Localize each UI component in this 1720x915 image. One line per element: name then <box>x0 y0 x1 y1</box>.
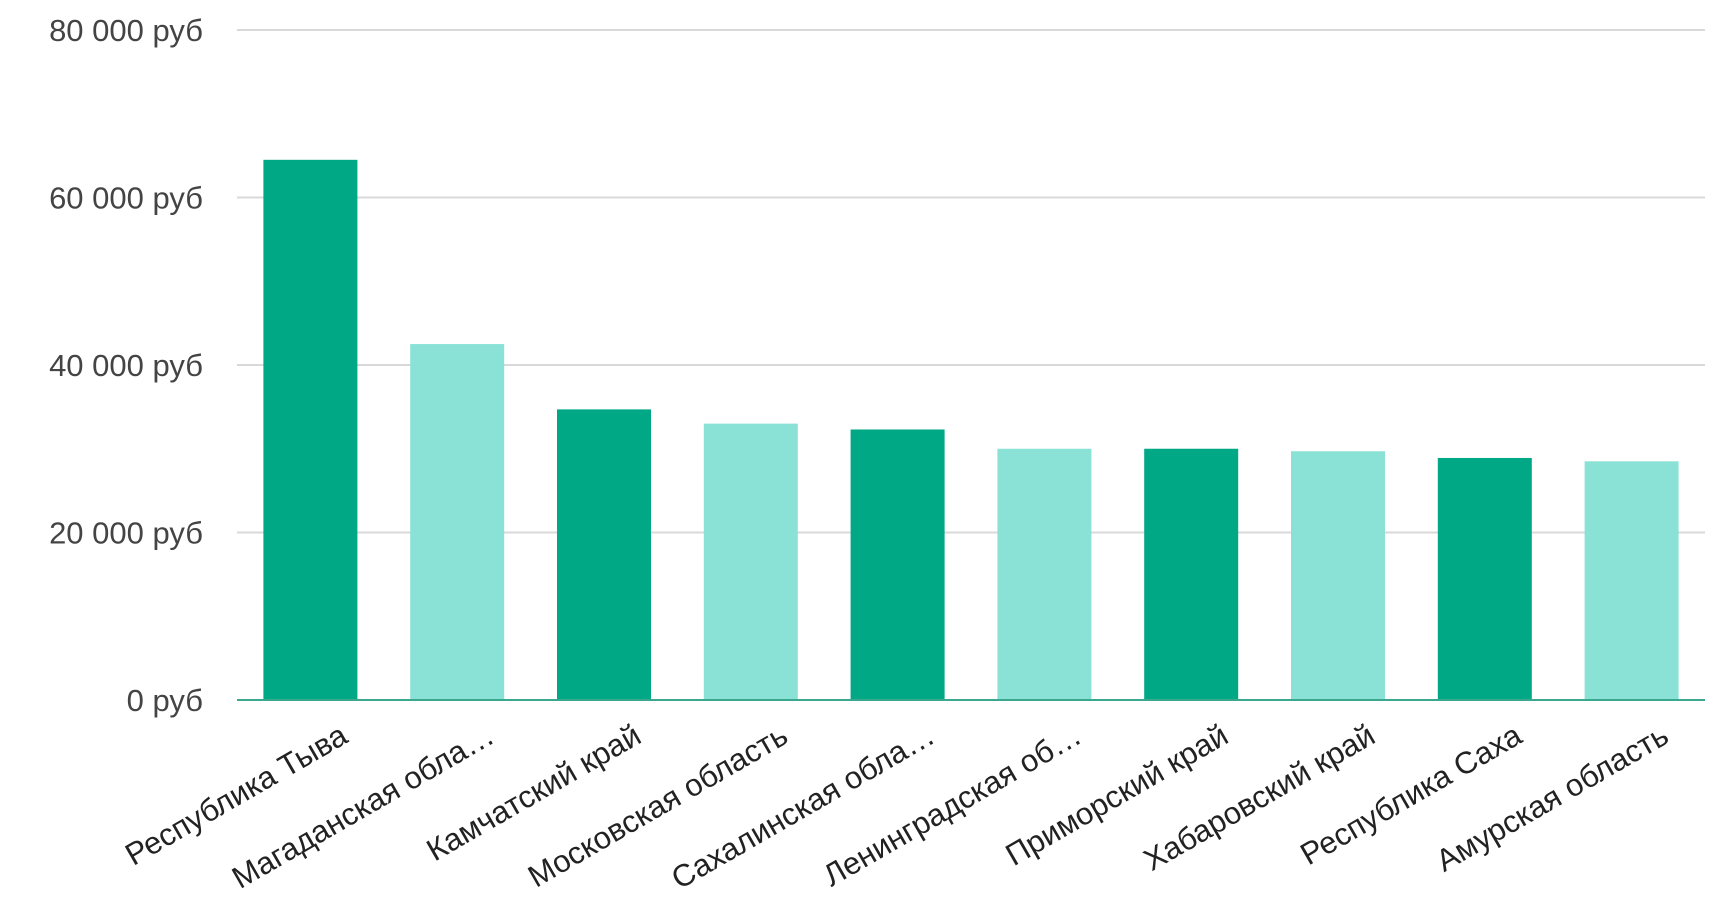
bar <box>1144 448 1239 700</box>
x-tick-label: Московская область <box>522 717 794 894</box>
x-tick-label: Сахалинская обла… <box>665 717 940 896</box>
bars <box>263 159 1679 700</box>
x-tick-label: Ленинградская об… <box>817 717 1087 893</box>
bar <box>263 159 358 700</box>
bar <box>997 448 1092 700</box>
y-tick-label: 60 000 руб <box>49 181 203 216</box>
y-axis-tick-labels: 0 руб 20 000 руб 40 000 руб 60 000 руб 80 00… <box>49 13 203 718</box>
bar <box>410 344 505 700</box>
x-tick-label: Магаданская обла… <box>226 717 500 895</box>
bar <box>557 409 651 700</box>
bar <box>703 423 798 700</box>
bar <box>1437 457 1532 700</box>
bar <box>1584 461 1679 700</box>
y-tick-label: 0 руб <box>127 683 203 718</box>
y-tick-label: 40 000 руб <box>49 348 203 383</box>
y-tick-label: 20 000 руб <box>49 516 203 551</box>
bar <box>850 429 945 700</box>
y-tick-label: 80 000 руб <box>49 13 203 48</box>
bar <box>1291 451 1385 700</box>
